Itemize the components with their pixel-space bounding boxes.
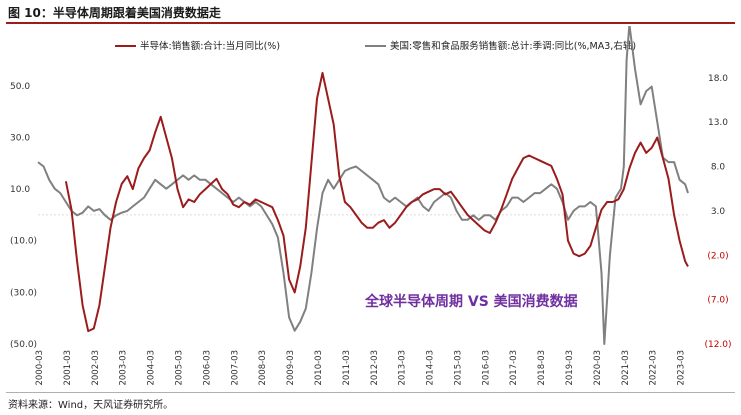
x-tick-label: 2014-03 [426,350,436,386]
right-tick-label: (7.0) [707,296,728,306]
x-tick-label: 2004-03 [147,350,157,386]
x-tick-label: 2015-03 [453,350,463,386]
x-tick-label: 2019-03 [565,350,575,386]
x-tick-label: 2021-03 [621,350,631,386]
x-tick-label: 2001-03 [63,350,73,386]
x-tick-label: 2017-03 [509,350,519,386]
x-tick-label: 2012-03 [370,350,380,386]
chart-annotation: 全球半导体周期 VS 美国消费数据 [364,293,578,310]
x-tick-label: 2020-03 [593,350,603,386]
x-tick-label: 2000-03 [35,350,45,386]
left-tick-label: (30.0) [10,288,37,298]
right-tick-label: 18.0 [708,74,728,84]
left-tick-label: (10.0) [10,237,37,247]
right-axis: 18.0 13.0 8.0 3.0 (2.0) (7.0) (12.0) [704,74,731,350]
x-tick-label: 2002-03 [91,350,101,386]
x-tick-label: 2022-03 [649,350,659,386]
left-tick-label: 30.0 [10,133,30,143]
right-tick-label: (2.0) [707,251,728,261]
right-tick-label: 13.0 [708,118,728,128]
x-tick-label: 2016-03 [481,350,491,386]
left-tick-label: 50.0 [10,82,30,92]
right-tick-label: (12.0) [704,340,731,350]
series-line-semiconductor [64,71,689,333]
legend-label-semiconductor: 半导体:销售额:合计:当月同比(%) [140,40,280,52]
title-rule [6,22,735,24]
x-tick-label: 2010-03 [314,350,324,386]
x-tick-label: 2011-03 [342,350,352,386]
x-tick-label: 2018-03 [537,350,547,386]
left-axis: 50.0 30.0 10.0 (10.0) (30.0) (50.0) [10,82,37,350]
bottom-rule [6,392,735,393]
legend-label-us-retail: 美国:零售和食品服务销售额:总计:季调:同比(%,MA3,右轴) [390,40,636,52]
right-tick-label: 3.0 [711,207,726,217]
line-chart: 半导体:销售额:合计:当月同比(%) 美国:零售和食品服务销售额:总计:季调:同… [10,26,732,386]
x-tick-label: 2007-03 [230,350,240,386]
x-tick-label: 2003-03 [119,350,129,386]
left-tick-label: (50.0) [10,340,37,350]
x-tick-label: 2013-03 [398,350,408,386]
series-line-us-retail [37,26,689,345]
legend: 半导体:销售额:合计:当月同比(%) 美国:零售和食品服务销售额:总计:季调:同… [115,40,636,52]
right-tick-label: 8.0 [711,163,726,173]
x-tick-label: 2008-03 [258,350,268,386]
figure-title: 图 10：半导体周期跟着美国消费数据走 [8,6,221,20]
x-tick-label: 2023-03 [677,350,687,386]
source-note: 资料来源：Wind，天风证券研究所。 [8,400,174,411]
x-tick-label: 2005-03 [174,350,184,386]
left-tick-label: 10.0 [10,185,30,195]
x-tick-label: 2009-03 [286,350,296,386]
x-tick-label: 2006-03 [202,350,212,386]
x-axis: 2000-03 2001-03 2002-03 2003-03 2004-03 2005-… [35,350,687,386]
